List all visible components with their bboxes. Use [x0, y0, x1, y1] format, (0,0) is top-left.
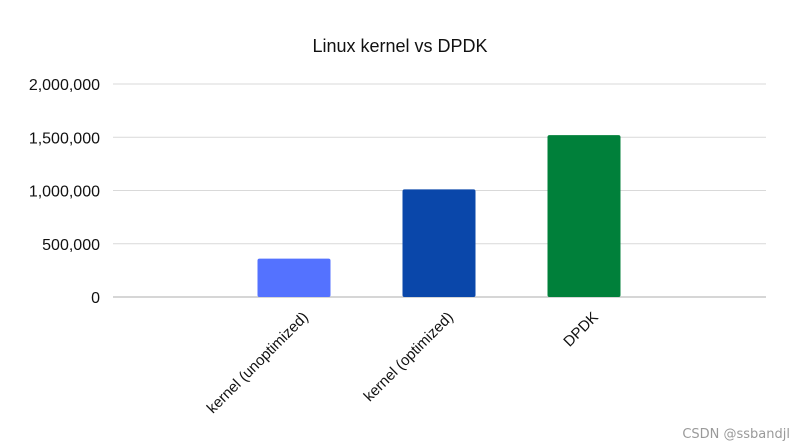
bar-1	[257, 258, 331, 297]
x-tick-label: DPDK	[560, 309, 601, 350]
y-tick-label: 0	[91, 290, 100, 307]
watermark-text: CSDN @ssbandjl	[682, 427, 790, 442]
bars	[257, 135, 621, 297]
x-tick-label: kernel (unoptimized)	[204, 309, 312, 417]
bar-2	[402, 189, 476, 297]
y-tick-label: 2,000,000	[29, 77, 100, 94]
x-axis-tick-labels: kernel (unoptimized) kernel (optimized) DP…	[204, 309, 602, 417]
y-tick-label: 500,000	[42, 237, 100, 254]
y-tick-label: 1,500,000	[29, 130, 100, 147]
x-tick-label: kernel (optimized)	[361, 309, 457, 405]
y-axis-tick-labels: 0 500,000 1,000,000 1,500,000 2,000,000	[29, 77, 100, 307]
bar-3	[547, 135, 621, 297]
chart-title: Linux kernel vs DPDK	[312, 36, 487, 56]
y-tick-label: 1,000,000	[29, 184, 100, 201]
